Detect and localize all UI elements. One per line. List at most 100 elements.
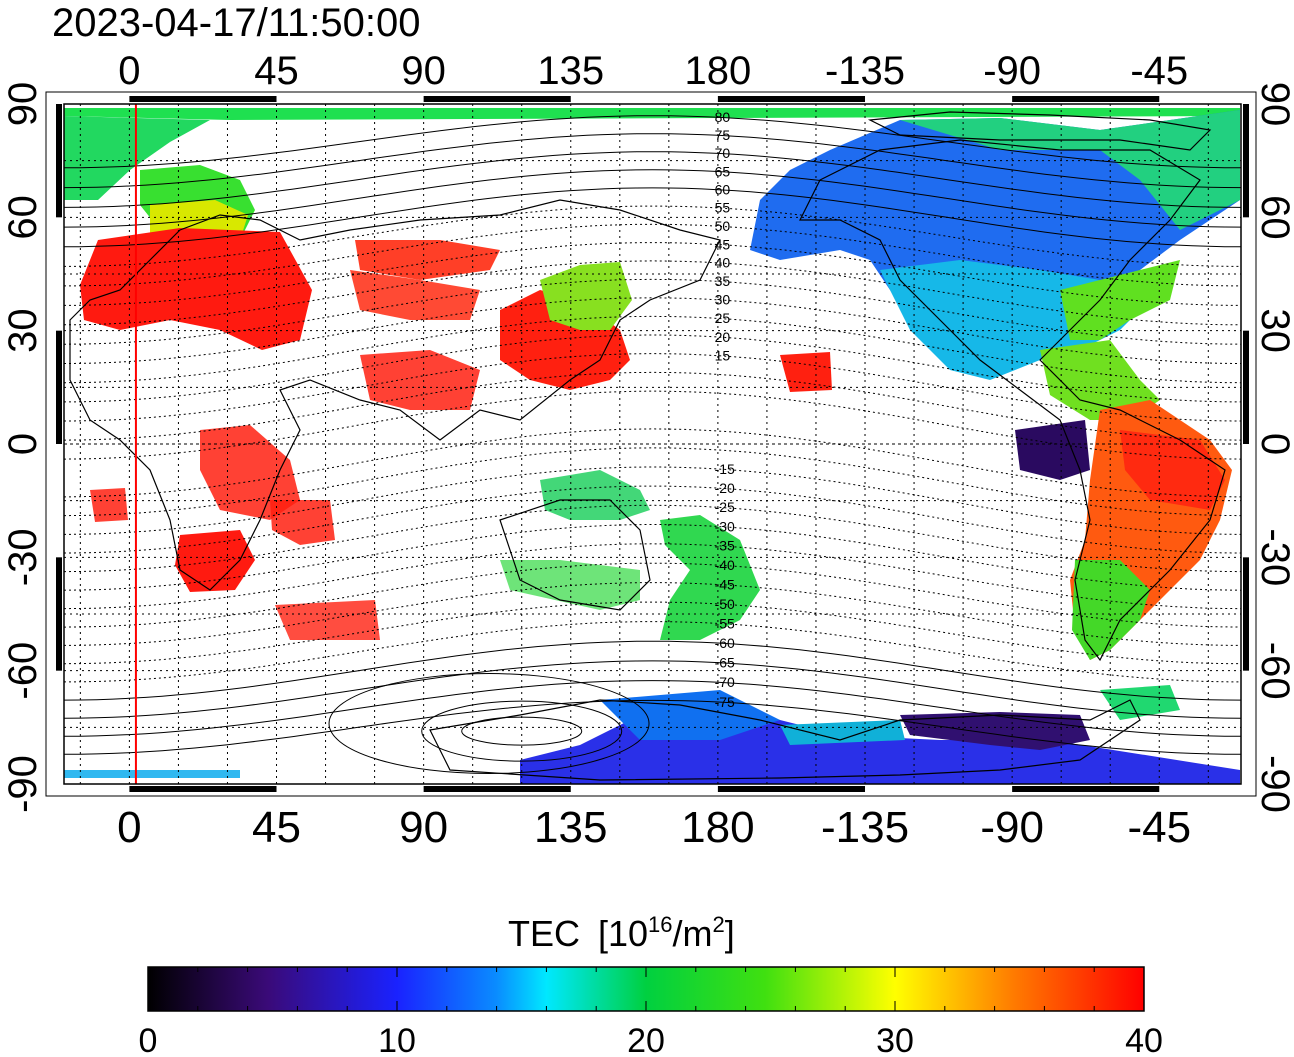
australia-coast: [499, 499, 651, 611]
mag-lat-contour: [64, 205, 1241, 267]
mag-lat-label: -55: [715, 615, 735, 631]
mag-pole-contour: [461, 716, 583, 746]
frame-bar-bottom: [717, 786, 866, 792]
colorbar-ticks: 0 10 20 30 40: [139, 967, 1163, 1057]
frame-bar-top: [129, 96, 277, 102]
frame-bar-bottom: [1012, 786, 1160, 792]
left-tick-label: 0: [1, 433, 45, 455]
magnetic-latitude-labels: 80 75 70 65 60 55 50 45 40 35 30 25 20 15 -15 -20 -25 -30…: [715, 109, 735, 710]
tec-patch-north-america: [750, 110, 1240, 370]
bottom-tick-label: -45: [1127, 803, 1191, 852]
tec-patch-hawaii: [780, 352, 832, 392]
tec-patch-drake: [1100, 685, 1180, 720]
frame-bar-right: [1243, 104, 1249, 218]
top-tick-label: 90: [401, 49, 446, 93]
mag-lat-label: -35: [715, 538, 735, 554]
tec-patch-pacific-low: [1015, 420, 1090, 480]
bottom-tick-label: 90: [399, 803, 448, 852]
top-tick-label: 45: [254, 49, 299, 93]
colorbar-tick-label: 10: [378, 1022, 416, 1057]
bottom-tick-label: -135: [821, 803, 909, 852]
mag-lat-label: -30: [715, 518, 735, 534]
mag-lat-label: 50: [715, 218, 731, 234]
mag-lat-label: -25: [715, 499, 735, 515]
tec-patch-africa-central: [200, 425, 300, 520]
frame-bar-left: [56, 330, 62, 444]
tec-patch-madagascar: [270, 500, 335, 545]
mag-lat-label: 45: [715, 236, 731, 252]
mag-lat-label: -65: [715, 654, 735, 670]
mag-lat-contour: [64, 115, 1241, 169]
frame-bar-bottom: [423, 786, 571, 792]
mag-lat-label: 30: [715, 292, 731, 308]
left-tick-label: 30: [1, 308, 45, 353]
mag-lat-label: -45: [715, 576, 735, 592]
top-tick-label: -90: [983, 49, 1041, 93]
tec-patch-india: [360, 350, 480, 410]
bottom-tick-label: -90: [980, 803, 1044, 852]
bottom-tick-label: 0: [117, 803, 141, 852]
bottom-tick-label: 135: [534, 803, 607, 852]
left-tick-label: -60: [1, 642, 45, 700]
tec-patch-us-east: [1060, 260, 1180, 340]
axis-tick-labels: 0 45 90 135 180 -135 -90 -45 0 45 90 135 180 -135 -90 -…: [1, 49, 1294, 852]
colorbar-tick-label: 0: [139, 1022, 158, 1057]
mag-lat-label: -75: [715, 694, 735, 710]
frame-bar-top: [1012, 96, 1160, 102]
mag-lat-label: -50: [715, 596, 735, 612]
mag-lat-label: 55: [715, 200, 731, 216]
mag-lat-label: 60: [715, 181, 731, 197]
colorbar-tick-label: 40: [1125, 1022, 1163, 1057]
bottom-tick-label: 180: [681, 803, 754, 852]
tec-patch-australia: [500, 560, 640, 610]
mag-lat-contour: [64, 660, 1241, 719]
tec-patch-central-asia: [355, 240, 500, 280]
plot-frame: [63, 103, 1242, 785]
outer-frame: [45, 91, 1257, 797]
mag-lat-label: 75: [715, 127, 731, 143]
right-tick-label: 0: [1253, 433, 1294, 455]
mag-pole-contour: [421, 700, 623, 762]
left-tick-label: -30: [1, 528, 45, 586]
right-tick-label: 30: [1253, 308, 1294, 353]
right-tick-label: -30: [1253, 528, 1294, 586]
top-tick-label: 0: [118, 49, 140, 93]
mag-lat-label: -15: [715, 461, 735, 477]
eurasia-africa-coast: [69, 199, 721, 591]
tec-patch-antarctic-cyan: [780, 720, 905, 745]
magnetic-latitude-contours: [64, 115, 1241, 775]
tec-patch-atlantic-south: [90, 488, 128, 522]
mag-lat-label: 40: [715, 255, 731, 271]
mag-lat-label: 20: [715, 329, 731, 345]
mag-lat-contour: [64, 169, 1241, 228]
bottom-tick-label: 45: [252, 803, 301, 852]
tec-patch-greenland-atlantic: [64, 116, 210, 200]
tec-patch-arctic-strip: [64, 108, 1240, 120]
tec-patch-indonesia: [540, 470, 650, 520]
tec-patch-new-zealand: [660, 515, 760, 640]
mag-lat-label: -60: [715, 635, 735, 651]
mag-lat-contour: [64, 640, 1241, 701]
frame-bar-bottom: [129, 786, 277, 792]
mag-lat-contour: [64, 223, 1241, 287]
mag-lat-label: 65: [715, 163, 731, 179]
right-tick-label: 90: [1253, 82, 1294, 127]
top-tick-label: -45: [1130, 49, 1188, 93]
mag-lat-label: 70: [715, 145, 731, 161]
left-tick-label: 90: [1, 82, 45, 127]
mag-lat-label: 35: [715, 273, 731, 289]
right-tick-label: -60: [1253, 642, 1294, 700]
right-tick-label: 60: [1253, 195, 1294, 240]
frame-bar-top: [423, 96, 571, 102]
colorbar: TEC [1016/m2] 0 10 20 30 40: [139, 912, 1163, 1057]
axis-frame-bars: [56, 96, 1249, 792]
tec-patch-japan: [540, 262, 632, 330]
tec-patch-brazil: [1120, 430, 1225, 510]
timestamp-title: 2023-04-17/11:50:00: [52, 1, 420, 45]
colorbar-tick-label: 30: [876, 1022, 914, 1057]
frame-bar-top: [717, 96, 866, 102]
mag-lat-contour: [64, 601, 1241, 665]
mag-lat-contour: [64, 699, 1241, 755]
greenland-coast: [867, 111, 1212, 151]
